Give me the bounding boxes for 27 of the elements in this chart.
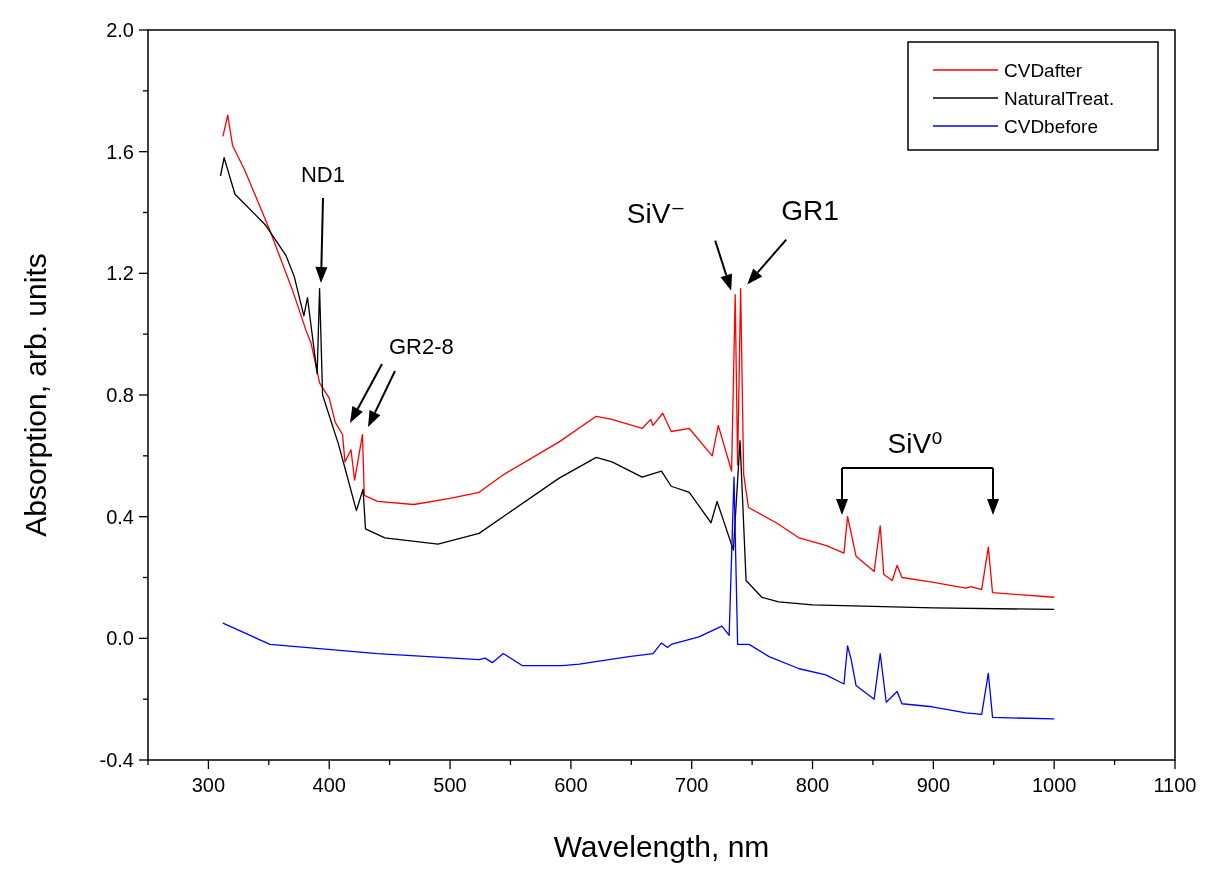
y-tick-label: 2.0 — [106, 19, 134, 41]
y-tick-label: 1.2 — [106, 262, 134, 285]
y-tick-label: 0.4 — [106, 505, 134, 528]
legend-label: NaturalTreat. — [1004, 88, 1115, 109]
line-series — [222, 476, 1055, 720]
legend-label: CVDafter — [1004, 60, 1083, 81]
x-axis-title: Wavelength, nm — [553, 830, 770, 863]
y-tick-label: 0.8 — [106, 384, 134, 406]
annotation: SiV⁰ — [887, 428, 943, 459]
y-tick-label: -0.4 — [99, 749, 134, 771]
y-axis-title: Absorption, arb. units — [19, 253, 52, 537]
x-tick-label: 600 — [554, 774, 588, 796]
annotation: GR2-8 — [389, 334, 454, 359]
x-tick-label: 400 — [312, 774, 346, 796]
x-tick-label: 900 — [916, 774, 951, 796]
annotation: GR1 — [781, 194, 839, 226]
x-tick-label: 1100 — [1153, 774, 1197, 796]
x-tick-label: 700 — [675, 774, 709, 796]
x-tick-label: 300 — [191, 774, 226, 796]
x-tick-label: 800 — [795, 774, 830, 796]
x-tick-label: 1000 — [1031, 774, 1077, 796]
y-tick-label: 0.0 — [106, 627, 134, 650]
annotation: SiV⁻ — [626, 197, 686, 229]
annotation: ND1 — [300, 162, 346, 187]
legend-label: CVDbefore — [1004, 116, 1098, 137]
x-tick-label: 500 — [433, 774, 467, 796]
y-tick-label: 1.6 — [106, 140, 134, 163]
